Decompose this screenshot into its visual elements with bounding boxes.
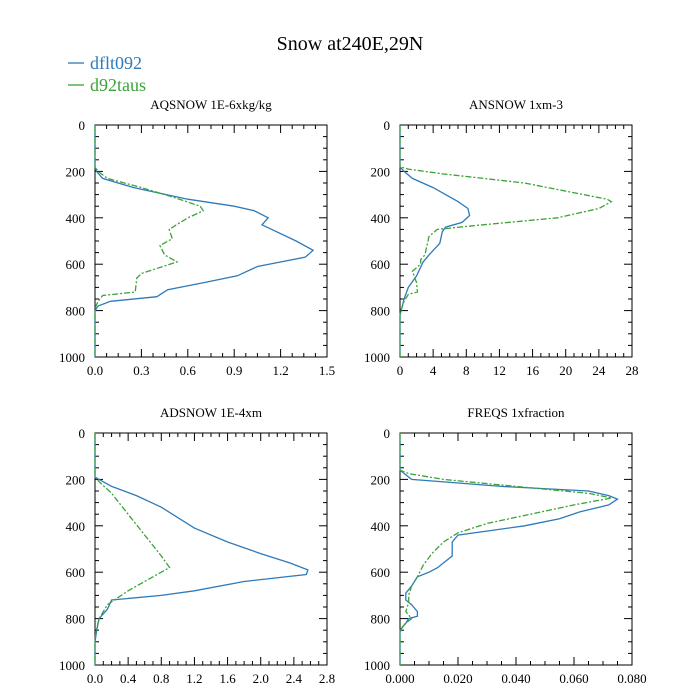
x-tick-label: 0.8 (153, 671, 169, 686)
x-tick-label: 0.080 (617, 671, 646, 686)
x-tick-label: 20 (559, 363, 572, 378)
x-tick-label: 0.020 (443, 671, 472, 686)
series-line-dflt092 (94, 125, 315, 357)
y-tick-label: 200 (371, 472, 391, 487)
y-tick-label: 200 (371, 164, 391, 179)
x-tick-label: 8 (463, 363, 470, 378)
panel-adsnow: ADSNOW 1E-4xm 0.0 0.4 0.8 1.2 1.6 2.0 2.4 2.8 0 20… (59, 405, 335, 686)
series-line-d92taus (94, 125, 205, 357)
series-line-dflt092 (399, 433, 619, 665)
y-tick-label: 0 (79, 426, 86, 441)
y-tick-label: 200 (66, 164, 86, 179)
x-tick-label: 24 (592, 363, 606, 378)
x-tick-label: 1.2 (186, 671, 202, 686)
panel-title: ADSNOW 1E-4xm (160, 405, 262, 420)
x-tick-label: 1.5 (319, 363, 335, 378)
series-line-d92taus (399, 433, 612, 665)
plot-frame (399, 432, 633, 666)
plot-frame (399, 124, 633, 358)
x-tick-label: 4 (430, 363, 437, 378)
y-tick-label: 0 (384, 118, 391, 133)
y-tick-label: 1000 (364, 350, 390, 365)
x-tick-label: 16 (526, 363, 540, 378)
x-tick-label: 2.4 (286, 671, 303, 686)
x-tick-label: 0.4 (120, 671, 137, 686)
x-tick-label: 0.040 (501, 671, 530, 686)
x-tick-label: 28 (626, 363, 639, 378)
series-line-dflt092 (94, 433, 309, 665)
panel-ansnow: ANSNOW 1xm-3 0 4 8 12 16 20 24 28 0 200 400 600 800 10… (364, 97, 639, 378)
panel-aqsnow: AQSNOW 1E-6xkg/kg 0.0 0.3 0.6 0.9 1.2 1.5 0 200 4… (59, 97, 335, 378)
x-tick-label: 0.6 (180, 363, 197, 378)
y-tick-label: 400 (371, 211, 391, 226)
y-tick-label: 800 (371, 612, 391, 627)
x-tick-label: 0.0 (87, 363, 103, 378)
x-tick-label: 0.000 (385, 671, 414, 686)
y-tick-label: 1000 (59, 350, 85, 365)
x-tick-label: 2.0 (253, 671, 269, 686)
x-tick-label: 0 (397, 363, 404, 378)
y-tick-label: 0 (384, 426, 391, 441)
y-tick-label: 800 (66, 612, 86, 627)
panel-title: AQSNOW 1E-6xkg/kg (150, 97, 272, 112)
plot-frame (94, 432, 328, 666)
legend: dflt092 d92taus (68, 53, 146, 95)
legend-label-dflt092: dflt092 (90, 53, 142, 73)
plot-frame (94, 124, 328, 358)
chart-title: Snow at240E,29N (277, 33, 424, 55)
y-tick-label: 1000 (364, 658, 390, 673)
series-line-d92taus (399, 125, 613, 357)
x-tick-label: 0.0 (87, 671, 103, 686)
y-tick-label: 400 (66, 211, 86, 226)
y-tick-label: 600 (371, 257, 391, 272)
series-line-d92taus (94, 433, 171, 665)
panel-title: FREQS 1xfraction (467, 405, 565, 420)
y-tick-label: 200 (66, 472, 86, 487)
panel-title: ANSNOW 1xm-3 (469, 97, 563, 112)
x-tick-label: 2.8 (319, 671, 335, 686)
y-tick-label: 1000 (59, 658, 85, 673)
y-tick-label: 400 (66, 519, 86, 534)
x-tick-label: 1.6 (219, 671, 236, 686)
y-tick-label: 800 (371, 304, 391, 319)
x-tick-label: 12 (493, 363, 506, 378)
y-tick-label: 600 (66, 565, 86, 580)
x-tick-label: 0.060 (559, 671, 588, 686)
x-tick-label: 0.3 (133, 363, 149, 378)
series-line-dflt092 (399, 125, 471, 357)
y-tick-label: 0 (79, 118, 86, 133)
panel-freqs: FREQS 1xfraction 0.000 0.020 0.040 0.060 0.08… (364, 405, 647, 686)
y-tick-label: 600 (66, 257, 86, 272)
y-tick-label: 800 (66, 304, 86, 319)
x-tick-label: 0.9 (226, 363, 242, 378)
legend-label-d92taus: d92taus (90, 75, 146, 95)
y-tick-label: 400 (371, 519, 391, 534)
x-tick-label: 1.2 (272, 363, 288, 378)
y-tick-label: 600 (371, 565, 391, 580)
